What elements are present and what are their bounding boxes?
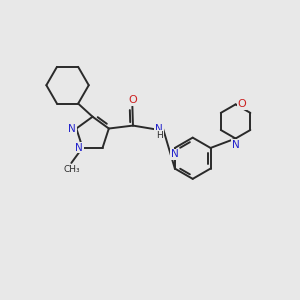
Text: N: N <box>75 142 83 153</box>
Text: O: O <box>238 99 246 110</box>
Text: CH₃: CH₃ <box>63 165 80 174</box>
Text: H: H <box>156 131 163 140</box>
Text: N: N <box>155 124 163 134</box>
Text: N: N <box>232 140 239 150</box>
Text: N: N <box>68 124 76 134</box>
Text: N: N <box>171 149 179 159</box>
Text: O: O <box>128 95 137 105</box>
